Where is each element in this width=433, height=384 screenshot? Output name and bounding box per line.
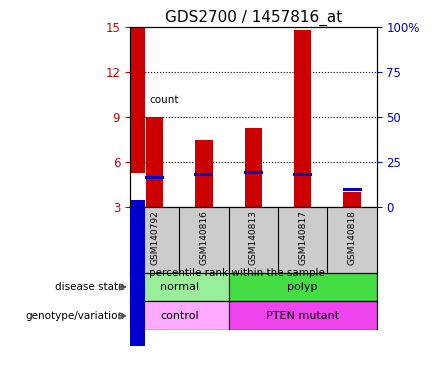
Bar: [294, 30, 311, 207]
Title: GDS2700 / 1457816_at: GDS2700 / 1457816_at: [165, 9, 342, 25]
Bar: [194, 173, 213, 176]
Text: GSM140813: GSM140813: [249, 211, 258, 265]
Text: genotype/variation: genotype/variation: [26, 311, 125, 321]
Text: GSM140818: GSM140818: [348, 211, 356, 265]
Bar: [130, 273, 229, 301]
Text: polyp: polyp: [288, 282, 318, 292]
Bar: [229, 301, 377, 330]
Text: GSM140816: GSM140816: [200, 211, 208, 265]
Bar: [130, 27, 145, 173]
Bar: [343, 188, 362, 191]
Bar: [146, 117, 163, 207]
Bar: [343, 192, 361, 207]
Text: count: count: [149, 95, 179, 105]
Text: percentile rank within the sample: percentile rank within the sample: [149, 268, 325, 278]
Bar: [244, 171, 263, 174]
Bar: [245, 127, 262, 207]
Text: control: control: [160, 311, 199, 321]
Bar: [130, 200, 145, 346]
Bar: [195, 140, 213, 207]
Text: disease state: disease state: [55, 282, 125, 292]
Bar: [145, 175, 164, 179]
Bar: [293, 173, 312, 176]
Text: PTEN mutant: PTEN mutant: [266, 311, 339, 321]
Text: GSM140792: GSM140792: [150, 211, 159, 265]
Text: normal: normal: [160, 282, 199, 292]
Text: GSM140817: GSM140817: [298, 211, 307, 265]
Bar: [229, 273, 377, 301]
Bar: [130, 301, 229, 330]
